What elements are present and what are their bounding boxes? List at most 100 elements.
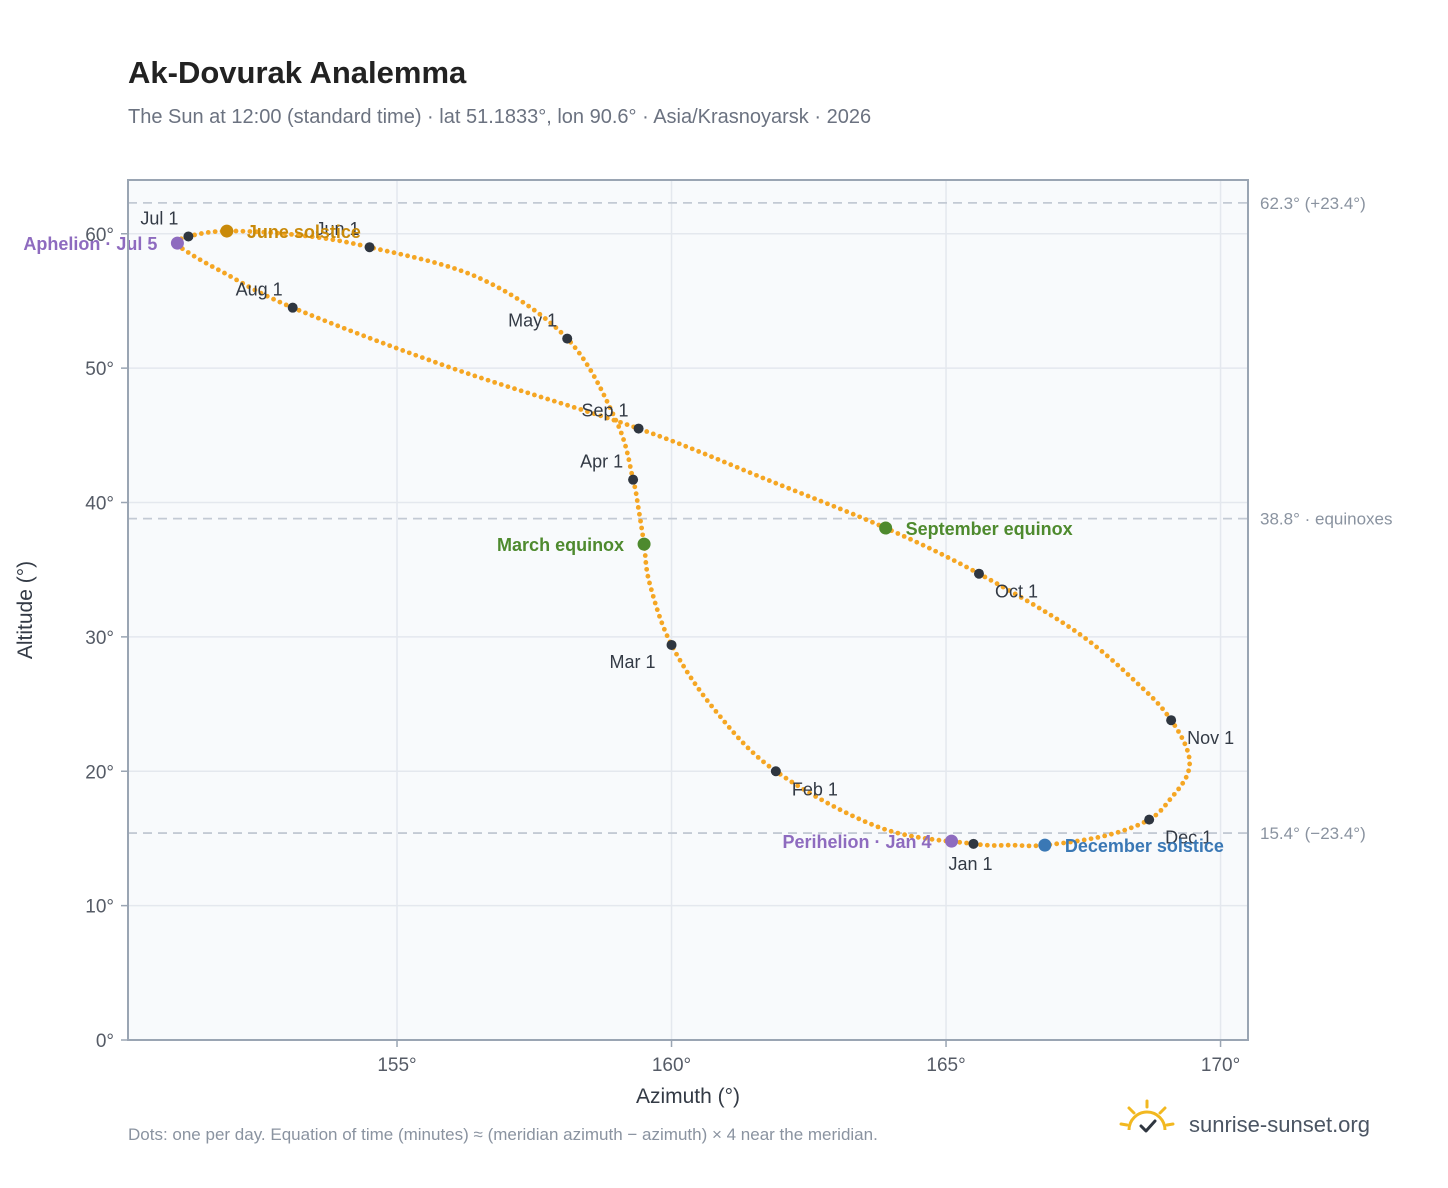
daily-dot <box>674 651 679 657</box>
daily-dot <box>951 558 957 563</box>
daily-dot <box>740 740 746 746</box>
daily-dot <box>1095 834 1101 840</box>
daily-dot <box>212 229 218 235</box>
daily-dot <box>863 517 869 522</box>
event-label: March equinox <box>497 535 624 555</box>
daily-dot <box>1179 735 1185 740</box>
daily-dot <box>492 379 498 385</box>
daily-dot <box>296 307 302 313</box>
daily-dot <box>484 279 490 284</box>
daily-dot <box>945 555 951 560</box>
daily-dot <box>700 692 706 698</box>
daily-dot <box>920 542 926 548</box>
daily-dot <box>813 794 818 799</box>
chart-title: Ak-Dovurak Analemma <box>128 55 467 90</box>
daily-dot <box>1155 701 1161 706</box>
daily-dot <box>654 607 660 613</box>
daily-dot <box>1187 761 1193 767</box>
daily-dot <box>1115 829 1121 835</box>
daily-dot <box>1083 636 1089 641</box>
daily-dot <box>548 320 554 326</box>
daily-dot <box>1088 836 1094 842</box>
daily-dot <box>598 413 604 419</box>
daily-dot <box>578 407 584 412</box>
daily-dot <box>1012 842 1018 848</box>
daily-dot <box>502 288 508 294</box>
month-marker <box>183 231 194 242</box>
daily-dot <box>722 719 728 725</box>
daily-dot <box>805 493 811 499</box>
daily-dot <box>856 816 862 822</box>
daily-dot <box>445 263 451 269</box>
daily-dot <box>1108 831 1114 837</box>
reference-line-label: 15.4° (−23.4°) <box>1260 824 1366 843</box>
daily-dot <box>185 250 191 255</box>
daily-dot <box>1000 584 1006 590</box>
daily-dot <box>994 581 1000 587</box>
daily-dot <box>1186 754 1192 760</box>
reference-line-label: 62.3° (+23.4°) <box>1260 194 1366 213</box>
x-tick-label: 165° <box>926 1055 965 1076</box>
daily-dot <box>1183 774 1189 780</box>
daily-dot <box>580 356 586 362</box>
daily-dot <box>747 470 753 476</box>
daily-dot <box>374 338 380 344</box>
daily-dot <box>692 681 698 687</box>
daily-dot <box>1060 620 1066 626</box>
y-tick-label: 20° <box>85 762 114 783</box>
month-marker <box>628 474 639 485</box>
daily-dot <box>1176 786 1182 792</box>
daily-dot <box>745 745 751 751</box>
daily-dot <box>1024 598 1030 604</box>
daily-dot <box>471 273 477 279</box>
daily-dot <box>518 388 524 394</box>
daily-dot <box>831 804 837 809</box>
plot-border <box>127 179 1249 1041</box>
daily-dot <box>1042 609 1048 615</box>
daily-dot <box>1012 591 1018 597</box>
month-label: Jan 1 <box>948 854 992 874</box>
daily-dot <box>635 505 641 510</box>
daily-dot <box>1176 729 1181 734</box>
event-label: December solstice <box>1065 836 1224 856</box>
daily-dot <box>801 786 807 792</box>
y-tick-label: 30° <box>85 628 114 649</box>
month-marker <box>1166 715 1177 726</box>
y-tick-label: 50° <box>85 359 114 380</box>
daily-dot <box>419 355 425 360</box>
daily-dot <box>715 456 721 462</box>
daily-dot <box>1030 602 1036 607</box>
daily-dot <box>657 613 662 619</box>
daily-dot <box>268 230 274 236</box>
daily-dot <box>795 783 801 789</box>
daily-dot <box>939 551 945 557</box>
daily-dot <box>1088 640 1094 646</box>
daily-dot <box>604 415 610 421</box>
daily-dot <box>850 511 856 517</box>
daily-dot <box>844 509 850 514</box>
daily-dot <box>1005 842 1011 848</box>
daily-dot <box>831 503 837 509</box>
daily-dot <box>1167 797 1173 803</box>
daily-dot <box>413 352 419 358</box>
daily-dot <box>618 430 624 436</box>
daily-dot <box>1102 833 1108 839</box>
daily-dot <box>825 501 830 507</box>
daily-dot <box>1150 696 1156 701</box>
month-marker <box>666 639 677 650</box>
daily-dot <box>1184 747 1190 753</box>
daily-dot <box>650 431 656 437</box>
daily-dot <box>350 241 356 246</box>
daily-dot <box>734 464 740 470</box>
daily-dot <box>215 267 221 273</box>
y-tick-label: 10° <box>85 897 114 918</box>
daily-dot <box>1153 812 1159 818</box>
daily-dot <box>1182 741 1188 747</box>
daily-dot <box>681 663 686 669</box>
daily-dot <box>205 230 211 235</box>
daily-dot <box>252 287 258 293</box>
daily-dot <box>496 285 502 291</box>
daily-dot <box>909 833 914 839</box>
daily-dot <box>361 333 367 339</box>
daily-dot <box>607 405 613 410</box>
